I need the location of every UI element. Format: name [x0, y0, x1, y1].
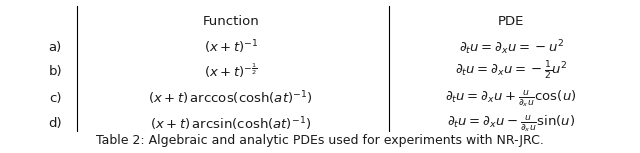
Text: b): b): [48, 65, 62, 78]
Text: c): c): [49, 92, 62, 105]
Text: Function: Function: [202, 15, 259, 28]
Text: $(x+t)^{-\frac{1}{2}}$: $(x+t)^{-\frac{1}{2}}$: [204, 62, 258, 80]
Text: PDE: PDE: [498, 15, 524, 28]
Text: $\partial_t u = \partial_x u - \frac{u}{\partial_x u}\sin(u)$: $\partial_t u = \partial_x u - \frac{u}{…: [447, 113, 575, 134]
Text: a): a): [49, 41, 62, 54]
Text: $\partial_t u = \partial_x u = -\frac{1}{2}u^2$: $\partial_t u = \partial_x u = -\frac{1}…: [455, 60, 568, 82]
Text: $(x+t)^{-1}$: $(x+t)^{-1}$: [204, 38, 258, 56]
Text: d): d): [48, 117, 62, 130]
Text: Table 2: Algebraic and analytic PDEs used for experiments with NR-JRC.: Table 2: Algebraic and analytic PDEs use…: [96, 134, 544, 147]
Text: $\partial_t u = \partial_x u + \frac{u}{\partial_x u}\cos(u)$: $\partial_t u = \partial_x u + \frac{u}{…: [445, 88, 577, 109]
Text: $(x+t)\,\mathrm{arccos}\left(\cosh(at)^{-1}\right)$: $(x+t)\,\mathrm{arccos}\left(\cosh(at)^{…: [148, 90, 313, 107]
Text: $(x+t)\,\mathrm{arcsin}\left(\cosh(at)^{-1}\right)$: $(x+t)\,\mathrm{arcsin}\left(\cosh(at)^{…: [150, 115, 312, 133]
Text: $\partial_t u = \partial_x u = -u^2$: $\partial_t u = \partial_x u = -u^2$: [458, 38, 564, 57]
